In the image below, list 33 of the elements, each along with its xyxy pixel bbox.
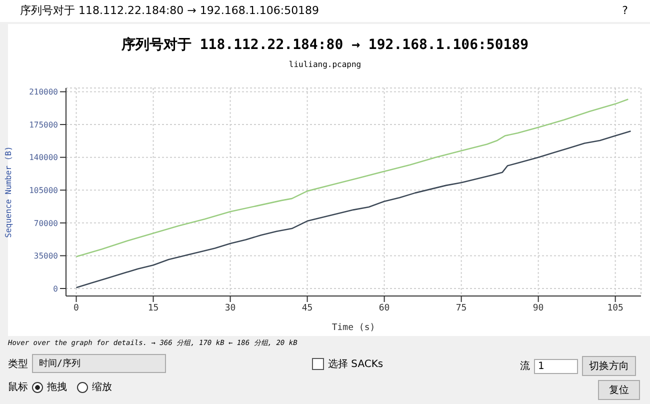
line-series [76, 130, 632, 288]
x-tick-label: 30 [224, 303, 236, 314]
chart-subtitle: liuliang.pcapng [288, 60, 362, 69]
y-tick-label: 0 [53, 284, 58, 294]
y-tick-label: 210000 [29, 88, 58, 97]
y-axis-title: Sequence Number (B) [4, 146, 13, 238]
x-axis-title: Time (s) [332, 323, 376, 333]
text: 拖拽 [47, 380, 67, 394]
text: 鼠标 [8, 380, 28, 394]
text: 选择 SACKs [328, 358, 384, 371]
y-tick-label: 70000 [34, 218, 58, 228]
text: ? [622, 3, 628, 19]
y-tick-label: 140000 [29, 153, 58, 162]
text: 流 [520, 360, 530, 373]
y-tick-label: 175000 [29, 120, 58, 130]
x-tick-label: 0 [74, 303, 79, 314]
y-tick-label: 105000 [29, 186, 58, 195]
x-tick-label: 105 [607, 303, 624, 314]
chart-title: 序列号对于 118.112.22.184:80 → 192.168.1.106:50189 [20, 4, 320, 17]
text: 缩放 [92, 380, 112, 394]
y-tick-label: 35000 [34, 252, 58, 261]
text: 复位 [598, 380, 640, 400]
text: 时间/序列 [32, 354, 166, 373]
x-tick-label: 60 [378, 303, 390, 314]
text: 类型 [8, 358, 28, 370]
x-tick-label: 15 [148, 303, 159, 314]
chart-title: 序列号对于 118.112.22.184:80 → 192.168.1.106:50189 [120, 36, 530, 54]
text: 切换方向 [582, 356, 636, 376]
x-tick-label: 90 [532, 303, 544, 314]
x-tick-label: 45 [302, 303, 313, 314]
x-tick-label: 75 [456, 303, 467, 314]
text: 1 [534, 358, 578, 374]
line-series [76, 98, 629, 258]
